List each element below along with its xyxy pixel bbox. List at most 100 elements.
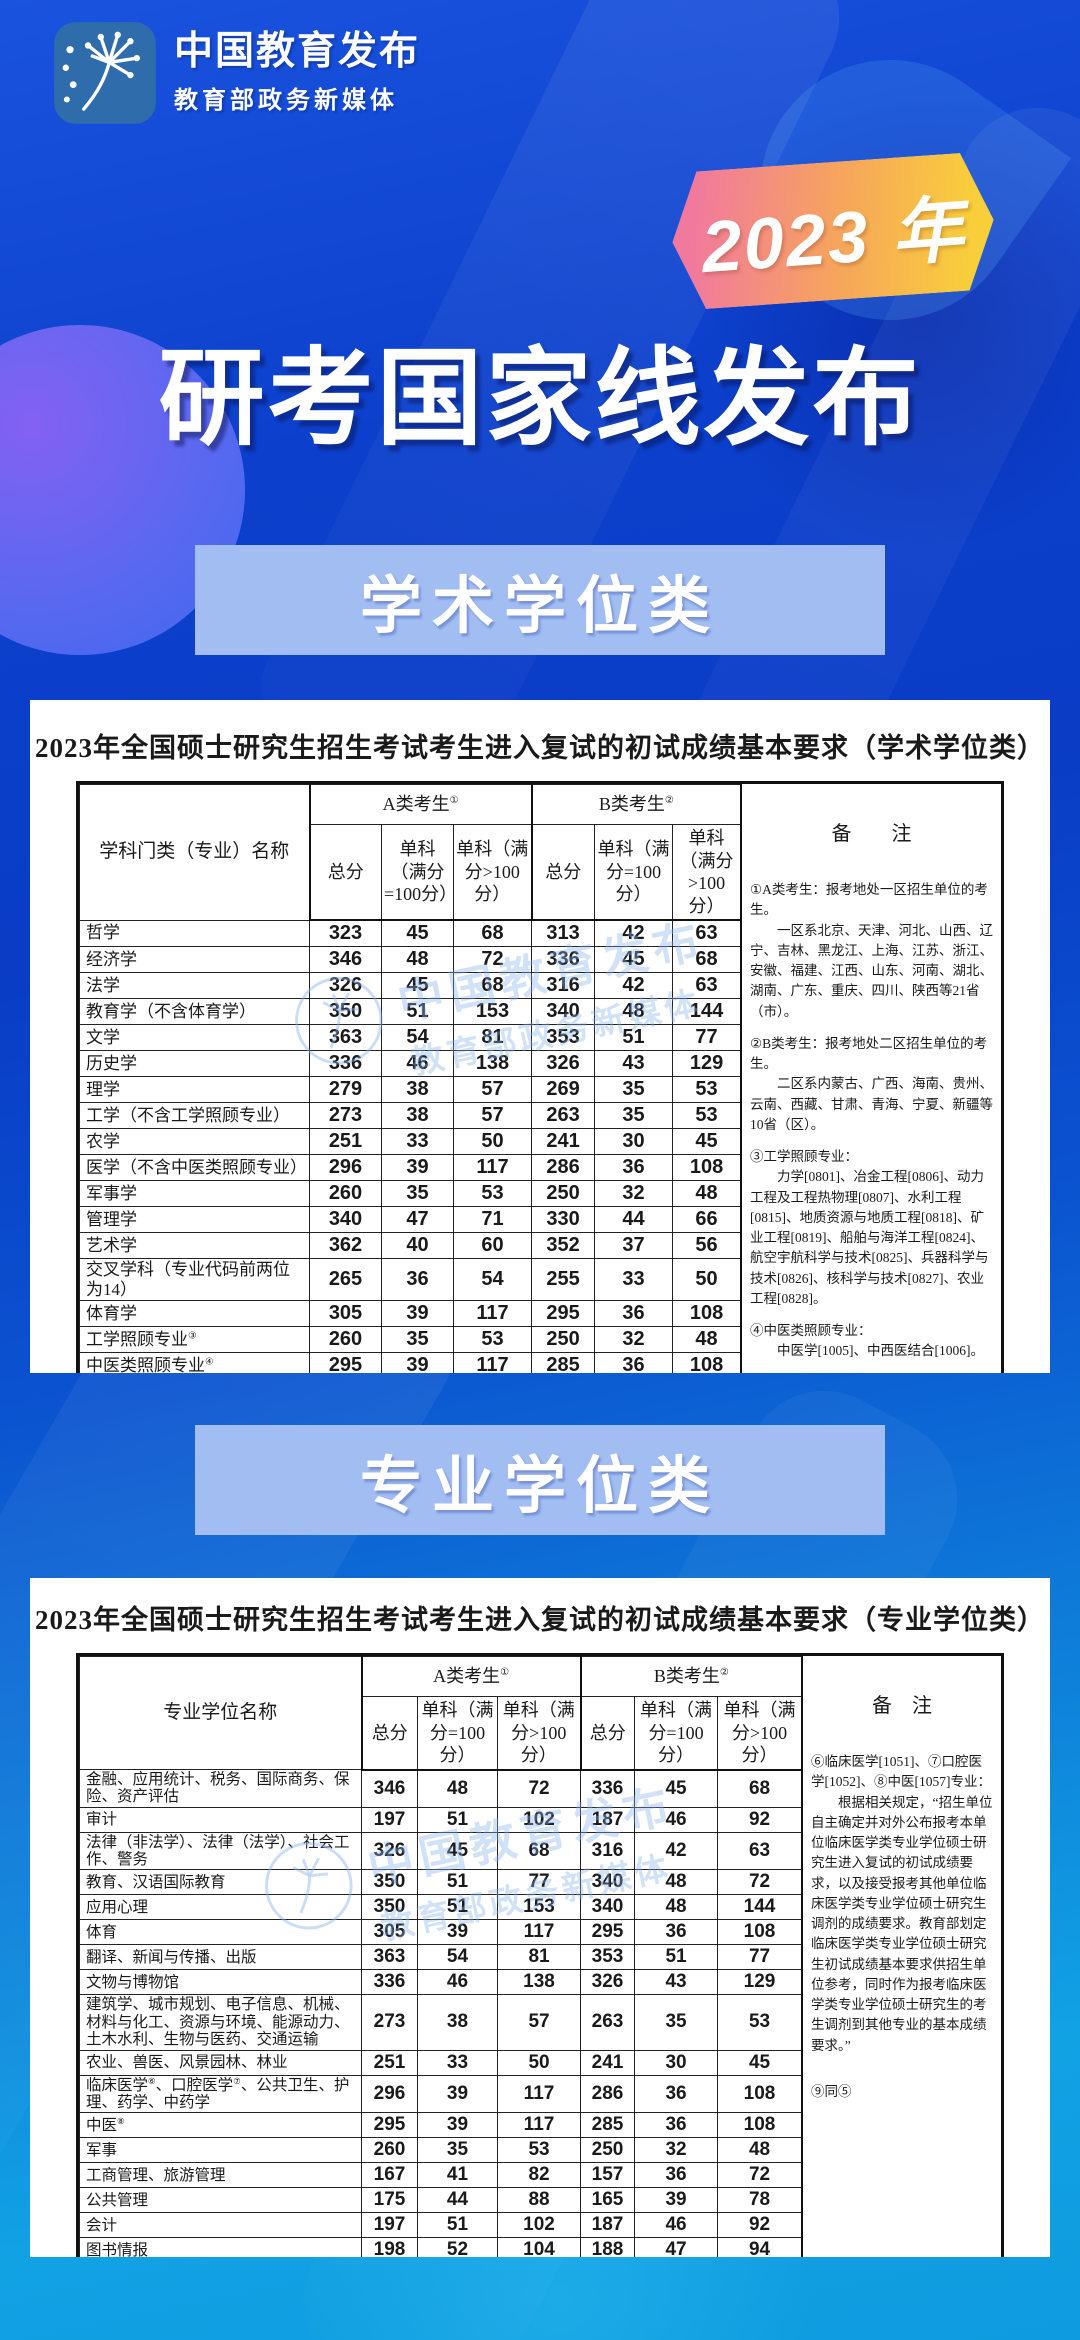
table-row: 体育 305 39 117 295 36 108 [79,1919,803,1946]
banner-professional-label: 专业学位类 [359,1452,720,1521]
score-cell: 72 [496,1769,582,1808]
score-cell: 198 [361,2237,418,2257]
score-cell: 57 [452,1102,533,1129]
table-row: 公共管理 175 44 88 165 39 78 [79,2187,803,2214]
score-cell: 260 [309,1326,382,1354]
score-cell: 39 [417,1919,498,1946]
score-cell: 153 [452,998,533,1025]
table-row: 临床医学⑥、口腔医学⑦、公共卫生、护理、药学、中药学 296 39 117 286 36 1… [79,2074,803,2114]
score-cell: 117 [496,2112,582,2139]
column-header-total: 总分 [308,824,382,921]
score-cell: 42 [594,972,674,999]
score-cell: 48 [717,2137,803,2164]
row-name: 艺术学 [79,1232,310,1259]
row-name: 哲学 [79,919,310,947]
score-cell: 36 [594,1352,674,1373]
score-cell: 36 [594,1300,674,1328]
remark-paragraph: ②B类考生：报考地处二区招生单位的考生。 二区系内蒙古、广西、海南、贵州、云南、… [750,1035,993,1132]
score-cell: 285 [580,2112,636,2139]
table-row: 管理学 340 47 71 330 44 66 [79,1206,742,1233]
table-row: 图书情报 198 52 104 188 47 94 [79,2237,803,2257]
row-name: 交叉学科（专业代码前两位为14） [79,1257,310,1302]
score-cell: 108 [672,1352,742,1373]
score-cell: 43 [594,1050,674,1077]
score-cell: 63 [717,1831,803,1871]
table-row: 军事 260 35 53 250 32 48 [79,2137,803,2164]
score-cell: 273 [309,1102,382,1129]
remark-header: 备 注 [831,822,912,845]
score-cell: 336 [531,946,596,973]
column-header-group-b: B类考生② [530,784,742,825]
logo-title: 中国教育发布 [174,30,421,74]
score-cell: 313 [531,919,596,947]
score-cell: 68 [496,1831,582,1871]
score-cell: 81 [452,1024,533,1051]
column-header-over100: 单科（满分>100分） [717,1696,803,1771]
table-row: 军事学 260 35 53 250 32 48 [79,1180,742,1207]
row-name: 中医⑧ [79,2112,362,2139]
score-cell: 39 [381,1154,454,1181]
score-cell: 305 [361,1919,418,1946]
row-name: 体育学 [79,1300,310,1328]
column-header-over100: 单科（满分>100分） [672,824,742,921]
score-cell: 54 [381,1024,454,1051]
score-cell: 45 [381,919,454,947]
score-cell: 250 [531,1180,596,1207]
score-cell: 108 [717,2074,803,2114]
score-cell: 35 [594,1102,674,1129]
score-cell: 102 [496,2212,582,2239]
score-cell: 68 [452,972,533,999]
score-cell: 250 [531,1326,596,1354]
column-header-sub100: 单科（满分=100分） [594,824,674,921]
score-cell: 326 [361,1831,418,1871]
score-cell: 340 [309,1206,382,1233]
score-cell: 32 [594,1180,674,1207]
row-name: 建筑学、城市规划、电子信息、机械、材料与化工、资源与环境、能源动力、土木水利、生… [79,1994,362,2051]
score-cell: 45 [594,946,674,973]
score-cell: 57 [452,1076,533,1103]
score-cell: 144 [717,1894,803,1921]
row-name: 中医类照顾专业④ [79,1352,310,1373]
score-cell: 295 [531,1300,596,1328]
row-name: 体育 [79,1919,362,1946]
score-cell: 187 [580,2212,636,2239]
table-row: 工商管理、旅游管理 167 41 82 157 36 72 [79,2162,803,2189]
score-cell: 336 [361,1969,418,1996]
column-header-group-a: A类考生① [360,1656,582,1697]
score-cell: 286 [531,1154,596,1181]
score-cell: 340 [580,1894,636,1921]
row-name: 临床医学⑥、口腔医学⑦、公共卫生、护理、药学、中药学 [79,2074,362,2114]
row-name: 图书情报 [79,2237,362,2257]
score-cell: 66 [672,1206,742,1233]
score-cell: 167 [361,2162,418,2189]
score-cell: 187 [580,1806,636,1833]
score-cell: 52 [417,2237,498,2257]
score-cell: 340 [580,1869,636,1896]
table-row: 翻译、新闻与传播、出版 363 54 81 353 51 77 [79,1944,803,1971]
score-cell: 346 [361,1769,418,1808]
score-cell: 50 [496,2049,582,2076]
score-cell: 296 [309,1154,382,1181]
score-cell: 260 [309,1180,382,1207]
publisher-logo: 中国教育发布 教育部政务新媒体 [52,20,420,126]
banner-academic: 学术学位类 [195,545,885,655]
year-badge: 2023 年 [668,151,999,311]
score-cell: 30 [594,1128,674,1155]
score-cell: 295 [309,1352,382,1373]
score-cell: 40 [381,1232,454,1259]
score-cell: 102 [496,1806,582,1833]
score-cell: 39 [634,2187,719,2214]
remark-paragraph: ③工学照顾专业： 力学[0801]、冶金工程[0806]、动力工程及工程热物理[… [750,1149,989,1306]
score-cell: 36 [634,2162,719,2189]
table-row: 理学 279 38 57 269 35 53 [79,1076,742,1103]
table-row: 历史学 336 46 138 326 43 129 [79,1050,742,1077]
score-cell: 50 [672,1257,742,1302]
score-cell: 81 [496,1944,582,1971]
score-cell: 330 [531,1206,596,1233]
column-header-sub100: 单科（满分=100分） [417,1696,498,1771]
score-cell: 346 [309,946,382,973]
table-row: 中医⑧ 295 39 117 285 36 108 [79,2112,803,2139]
table-row: 医学（不含中医类照顾专业） 296 39 117 286 36 108 [79,1154,742,1181]
score-cell: 48 [381,946,454,973]
